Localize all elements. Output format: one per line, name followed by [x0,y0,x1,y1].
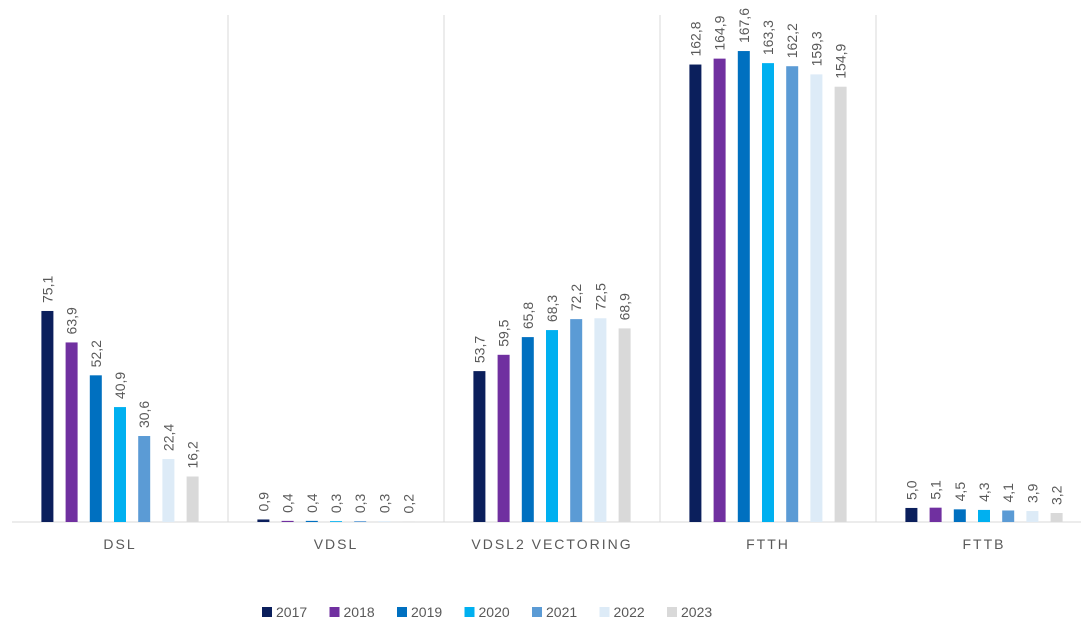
bar [257,519,270,522]
bar [378,521,391,522]
data-label: 163,3 [760,20,776,55]
bar [546,330,558,522]
bar [929,507,942,522]
data-label: 162,8 [687,21,703,56]
x-tick-label: VDSL2 VECTORING [471,536,632,552]
x-tick-label: DSL [103,536,136,552]
bar [737,51,750,522]
data-label: 68,9 [617,293,633,320]
legend-label: 2023 [681,604,712,620]
legend-label: 2017 [276,604,307,620]
data-label: 40,9 [112,372,128,399]
bar [330,521,342,522]
bar [281,520,294,522]
bar [138,436,151,522]
legend-swatch [397,607,407,617]
legend-swatch [329,607,340,617]
bar [594,318,607,522]
legend-label: 2020 [479,604,510,620]
data-label: 75,1 [39,276,55,303]
bar [89,375,102,522]
data-label: 0,3 [328,493,344,513]
bar [689,64,702,523]
data-label: 162,2 [784,23,800,58]
bar [521,337,534,522]
data-label: 164,9 [712,15,728,50]
bar [834,86,847,522]
bar [570,319,583,522]
bar [1050,513,1063,522]
data-label: 3,9 [1024,483,1040,503]
data-label: 167,6 [736,8,752,43]
bar [354,521,367,522]
legend-label: 2018 [344,604,375,620]
data-label: 5,1 [928,480,944,500]
bar [162,459,175,522]
bar [713,58,726,522]
legend-swatch [667,607,677,617]
data-label: 52,2 [88,340,104,367]
bar [473,371,486,522]
x-tick-label: FTTB [963,536,1006,552]
data-label: 0,3 [352,493,368,513]
bar [953,509,966,522]
bar [810,74,823,522]
legend-label: 2019 [411,604,442,620]
data-label: 0,4 [280,493,296,513]
data-label: 22,4 [160,424,176,451]
data-label: 3,2 [1049,485,1065,505]
legend-swatch [532,607,542,617]
bar [402,521,415,522]
legend-label: 2022 [614,604,645,620]
bar [114,407,126,522]
x-tick-label: VDSL [314,536,359,552]
bar [1026,511,1039,522]
data-label: 65,8 [520,302,536,329]
bar [762,63,774,522]
data-label: 0,9 [255,492,271,512]
data-label: 0,3 [376,493,392,513]
bar [905,507,918,522]
data-label: 72,2 [568,284,584,311]
data-label: 0,2 [401,494,417,514]
bar [186,476,199,522]
data-label: 4,1 [1000,483,1016,503]
data-label: 16,2 [185,441,201,468]
bar [1002,510,1015,522]
data-label: 154,9 [833,43,849,78]
data-label: 4,5 [952,482,968,502]
bar [41,310,54,522]
bar [618,328,631,522]
x-tick-label: FTTH [746,536,790,552]
data-label: 30,6 [136,401,152,428]
data-label: 0,4 [304,493,320,513]
legend-swatch [464,607,475,617]
bar [786,66,799,522]
legend-swatch [599,607,610,617]
data-label: 68,3 [544,295,560,322]
data-label: 72,5 [592,283,608,310]
data-label: 53,7 [471,336,487,363]
data-label: 4,3 [976,482,992,502]
bar [305,520,318,522]
bar [978,509,990,522]
bar [497,354,510,522]
legend-swatch [262,607,272,617]
data-label: 63,9 [64,307,80,334]
data-label: 159,3 [808,31,824,66]
legend-label: 2021 [546,604,577,620]
data-label: 5,0 [903,480,919,500]
bar [65,342,78,522]
data-label: 59,5 [496,319,512,346]
